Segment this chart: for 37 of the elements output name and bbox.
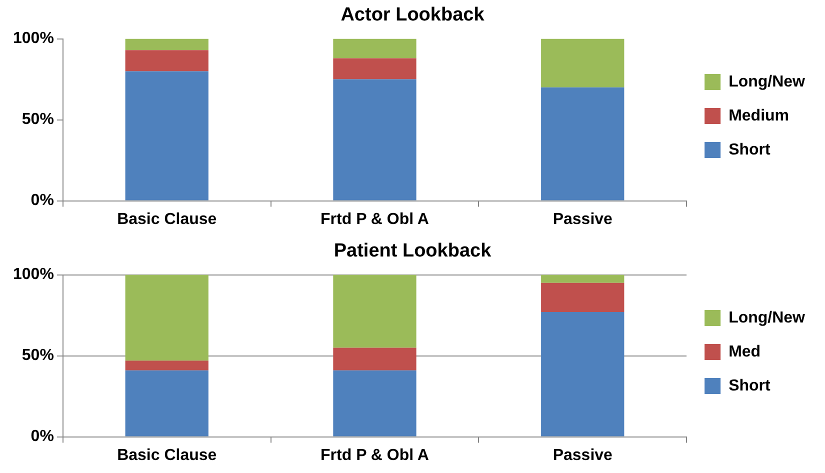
bar [125, 71, 208, 200]
y-tick-label: 100% [13, 30, 54, 48]
bar [333, 58, 416, 80]
x-tick-label: Basic Clause [117, 446, 217, 464]
y-tick-label: 0% [30, 428, 54, 446]
bar [125, 274, 208, 361]
legend-label: Long/New [728, 309, 806, 326]
bar [333, 79, 416, 200]
bar [541, 312, 624, 436]
bar [541, 274, 624, 283]
y-tick-label: 0% [30, 192, 54, 210]
bar [125, 360, 208, 370]
bar [541, 38, 624, 88]
legend-label: Short [728, 377, 772, 394]
bar [333, 38, 416, 58]
x-tick-label: Passive [552, 210, 613, 228]
bar [125, 50, 208, 72]
bar [333, 274, 416, 348]
bar [541, 282, 624, 312]
x-tick-label: Frtd P & Obl A [320, 446, 430, 464]
legend-label: Long/New [728, 73, 806, 90]
bar [125, 38, 208, 50]
x-tick-label: Passive [552, 446, 613, 464]
x-tick-label: Frtd P & Obl A [320, 210, 430, 228]
bar [333, 370, 416, 436]
bar [333, 348, 416, 370]
chart-title: Patient Lookback [334, 240, 492, 262]
legend-label: Med [728, 343, 761, 360]
y-tick-label: 50% [22, 111, 54, 128]
legend-label: Medium [728, 107, 790, 124]
y-tick-label: 50% [22, 347, 54, 364]
bar [541, 87, 624, 200]
y-tick-label: 100% [13, 266, 54, 284]
x-tick-label: Basic Clause [117, 210, 217, 228]
bar [125, 370, 208, 436]
chart-title: Actor Lookback [340, 4, 485, 26]
legend-label: Short [728, 141, 772, 158]
